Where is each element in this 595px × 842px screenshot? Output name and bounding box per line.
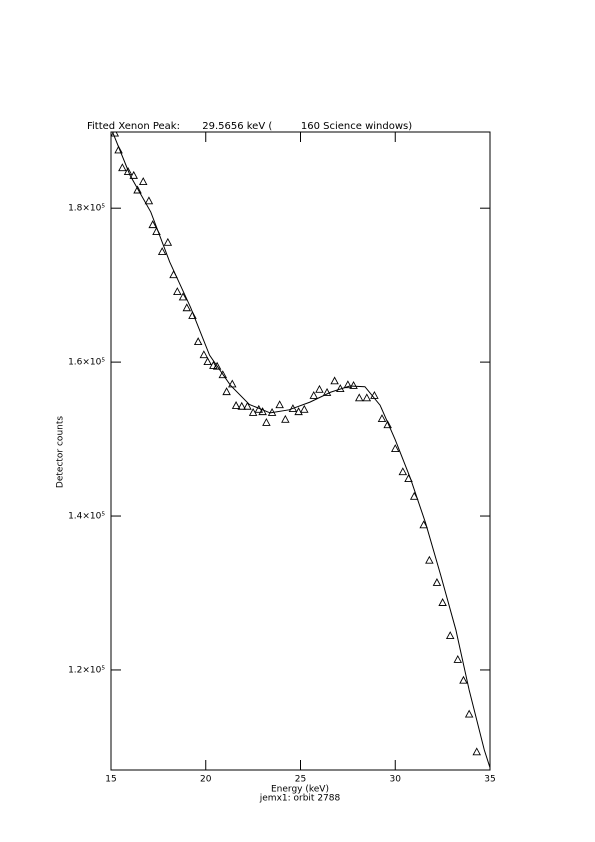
data-point [144,196,154,205]
data-point [138,177,148,185]
data-point [243,401,252,410]
data-point [281,414,290,423]
data-point [237,401,247,410]
plot-area [111,132,490,768]
data-point [182,303,192,312]
data-point [129,170,138,179]
data-point [114,145,123,154]
y-tick-label: 1.2×10⁵ [68,665,105,675]
data-point [231,401,241,409]
data-point [322,387,332,396]
y-axis-label: Detector counts [56,416,66,488]
x-tick-label: 20 [200,775,212,785]
data-point [390,444,400,453]
data-point [438,598,447,606]
y-tick-label: 1.8×10⁵ [68,204,105,214]
data-point [354,393,364,402]
data-point [163,237,173,246]
data-point [472,747,481,756]
data-point [118,163,127,172]
data-point [459,675,468,684]
fit-line [112,132,490,768]
data-point [315,384,324,393]
data-point [275,400,284,409]
data-point [419,520,428,529]
data-point [445,631,455,640]
data-point [309,391,319,399]
data-point [464,709,474,718]
data-point [398,467,408,476]
data-point [377,414,387,423]
data-point [330,376,339,385]
data-point [349,381,358,389]
data-point [248,407,258,416]
x-tick-label: 15 [105,775,116,785]
data-point [157,247,167,256]
data-point [178,292,188,301]
data-point [222,387,231,396]
y-tick-label: 1.4×10⁵ [68,512,105,522]
chart-title: Fitted Xenon Peak: 29.5656 keV ( 160 Sci… [87,121,412,132]
data-point [209,361,218,369]
data-point [123,167,133,175]
data-point [133,185,142,194]
data-point [432,578,442,586]
x-tick-label: 35 [484,775,495,785]
data-point [148,220,157,229]
data-point [218,370,228,379]
data-point [425,555,434,564]
plot-frame [110,131,491,771]
data-point [362,393,372,402]
x-tick-label: 25 [295,775,306,785]
data-point [343,380,353,389]
x-axis-label: Energy (keV) [271,785,329,795]
subtitle: jemx1: orbit 2788 [259,794,341,804]
data-point [453,654,463,663]
data-point [188,310,197,319]
data-point [203,357,212,366]
data-point [199,350,209,359]
data-point [173,287,182,296]
data-point [193,337,203,346]
data-point [383,420,392,429]
y-tick-label: 1.6×10⁵ [68,358,105,368]
data-point [262,417,271,426]
data-point [294,407,303,416]
data-point [258,407,267,416]
x-tick-label: 30 [390,775,402,785]
data-point [300,404,309,413]
data-point [212,361,222,370]
